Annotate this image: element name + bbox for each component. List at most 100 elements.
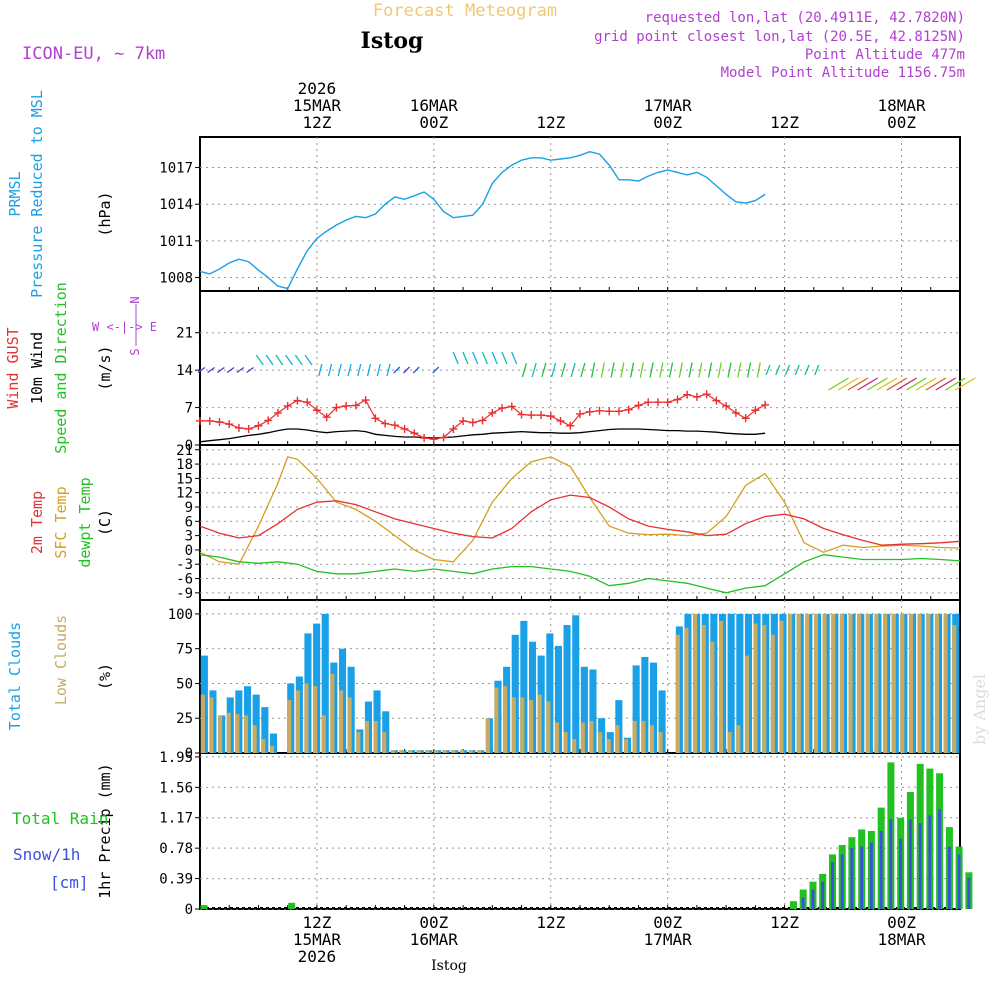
temperature-ytick-label: 0 [185, 543, 193, 559]
low-clouds-bar [356, 732, 361, 753]
low-clouds-bar [943, 613, 948, 753]
wind-direction-arrow [236, 366, 245, 374]
low-clouds-bar [909, 613, 914, 753]
low-clouds-bar [408, 750, 413, 753]
wind-ytick-label: 0 [185, 438, 193, 454]
precip-panel-frame [199, 752, 961, 910]
low-clouds-bar [865, 613, 870, 753]
snow-bar [899, 838, 903, 909]
wind-10m-line [199, 428, 766, 443]
wind-gust-marker [400, 424, 409, 433]
temperature-ytick-label: 12 [176, 486, 193, 502]
total-clouds-bar [520, 620, 528, 753]
low-clouds-bar [399, 750, 404, 753]
total-clouds-bar [563, 625, 571, 753]
low-clouds-bar [675, 634, 680, 753]
snow-bar [811, 889, 815, 909]
low-clouds-bar [658, 732, 663, 753]
top-time-label: 12Z [536, 113, 565, 132]
wind-direction-arrow [541, 362, 547, 378]
snow-bar [947, 846, 951, 909]
wind-direction-arrow [560, 362, 567, 378]
dewpt-line [199, 554, 961, 594]
wind-gust-marker [215, 418, 224, 427]
wind-gust-marker [273, 408, 282, 417]
low-clouds-bar [952, 625, 957, 753]
low-clouds-bar [313, 686, 318, 753]
wind-gust-marker [624, 405, 633, 414]
wind-gust-marker [702, 390, 711, 399]
wind-gust-marker [595, 406, 604, 415]
low-clouds-bar [261, 739, 266, 753]
wind-direction-arrow [531, 362, 537, 378]
total-clouds-bar [252, 694, 260, 753]
wind-direction-arrow [412, 366, 420, 374]
low-clouds-label: Low Clouds [52, 615, 70, 705]
top-time-label: 17MAR [644, 96, 693, 115]
wind-direction-arrow [828, 377, 849, 391]
precip-ytick-label: 0.39 [159, 872, 193, 888]
temperature-series-label: dewpt Temp [76, 477, 94, 567]
total-clouds-bar [580, 666, 588, 753]
wind-ytick-label: 21 [176, 326, 193, 342]
wind-direction-arrow [265, 354, 274, 366]
wind-gust-marker [683, 390, 692, 399]
precip-ytick-label: 0.78 [159, 841, 193, 857]
top-time-label: 00Z [887, 113, 916, 132]
low-clouds-bar [710, 641, 715, 753]
snow-bar [938, 809, 941, 909]
total-clouds-bar [727, 613, 735, 753]
wind-direction-arrow [935, 377, 956, 391]
temperature-ylabel: (C) [96, 509, 114, 536]
low-clouds-bar [580, 722, 585, 753]
top-time-label: 12Z [302, 113, 331, 132]
wind-gust-marker [634, 401, 643, 410]
wind-direction-arrow [794, 364, 800, 376]
model-name: ICON-EU, ~ 7km [22, 44, 165, 64]
low-clouds-bar [252, 725, 257, 753]
wind-gust-marker [390, 421, 399, 430]
wind-gust-marker [566, 421, 575, 430]
bottom-time-label: 15MAR [293, 930, 342, 949]
low-clouds-bar [624, 739, 629, 753]
wind-direction-arrow [357, 363, 362, 377]
bottom-time-label: 12Z [302, 913, 331, 932]
top-time-label: 16MAR [410, 96, 459, 115]
wind-gust-marker [712, 396, 721, 405]
wind-direction-arrow [580, 362, 586, 378]
low-clouds-bar [805, 613, 810, 753]
low-clouds-bar [459, 750, 464, 753]
temperature-ytick-label: 18 [176, 457, 193, 473]
compass-south: S [128, 348, 142, 355]
low-clouds-bar [537, 694, 542, 753]
temperature-ytick-label: 9 [185, 500, 193, 516]
wind-direction-arrow [246, 366, 254, 374]
temperature-ytick-label: -3 [176, 557, 193, 573]
low-clouds-bar [796, 613, 801, 753]
wind-panel-frame [199, 290, 961, 446]
wind-gust-marker [488, 408, 497, 417]
wind-gust-marker [478, 416, 487, 425]
low-clouds-bar [434, 750, 439, 753]
low-clouds-bar [563, 732, 568, 753]
wind-gust-marker [283, 401, 292, 410]
total-clouds-bar [529, 641, 537, 753]
wind-direction-arrow [366, 363, 372, 377]
wind-direction-arrow [347, 363, 352, 377]
low-clouds-bar [295, 690, 300, 753]
wind-gust-marker [439, 433, 448, 442]
snow-bar [821, 881, 825, 909]
low-clouds-bar [347, 697, 352, 753]
total-clouds-bar [589, 669, 597, 753]
pressure-series-label: PRMSL [6, 171, 24, 216]
low-clouds-bar [857, 613, 862, 753]
credit-text: by Angel [970, 674, 989, 745]
total-clouds-bar [572, 615, 580, 753]
low-clouds-bar [926, 613, 931, 753]
wind-gust-marker [196, 416, 204, 425]
wind-direction-arrow [304, 354, 313, 366]
wind-direction-arrow [255, 354, 264, 366]
wind-direction-arrow [275, 354, 284, 366]
low-clouds-bar [321, 715, 326, 753]
snow-bar [860, 846, 864, 909]
